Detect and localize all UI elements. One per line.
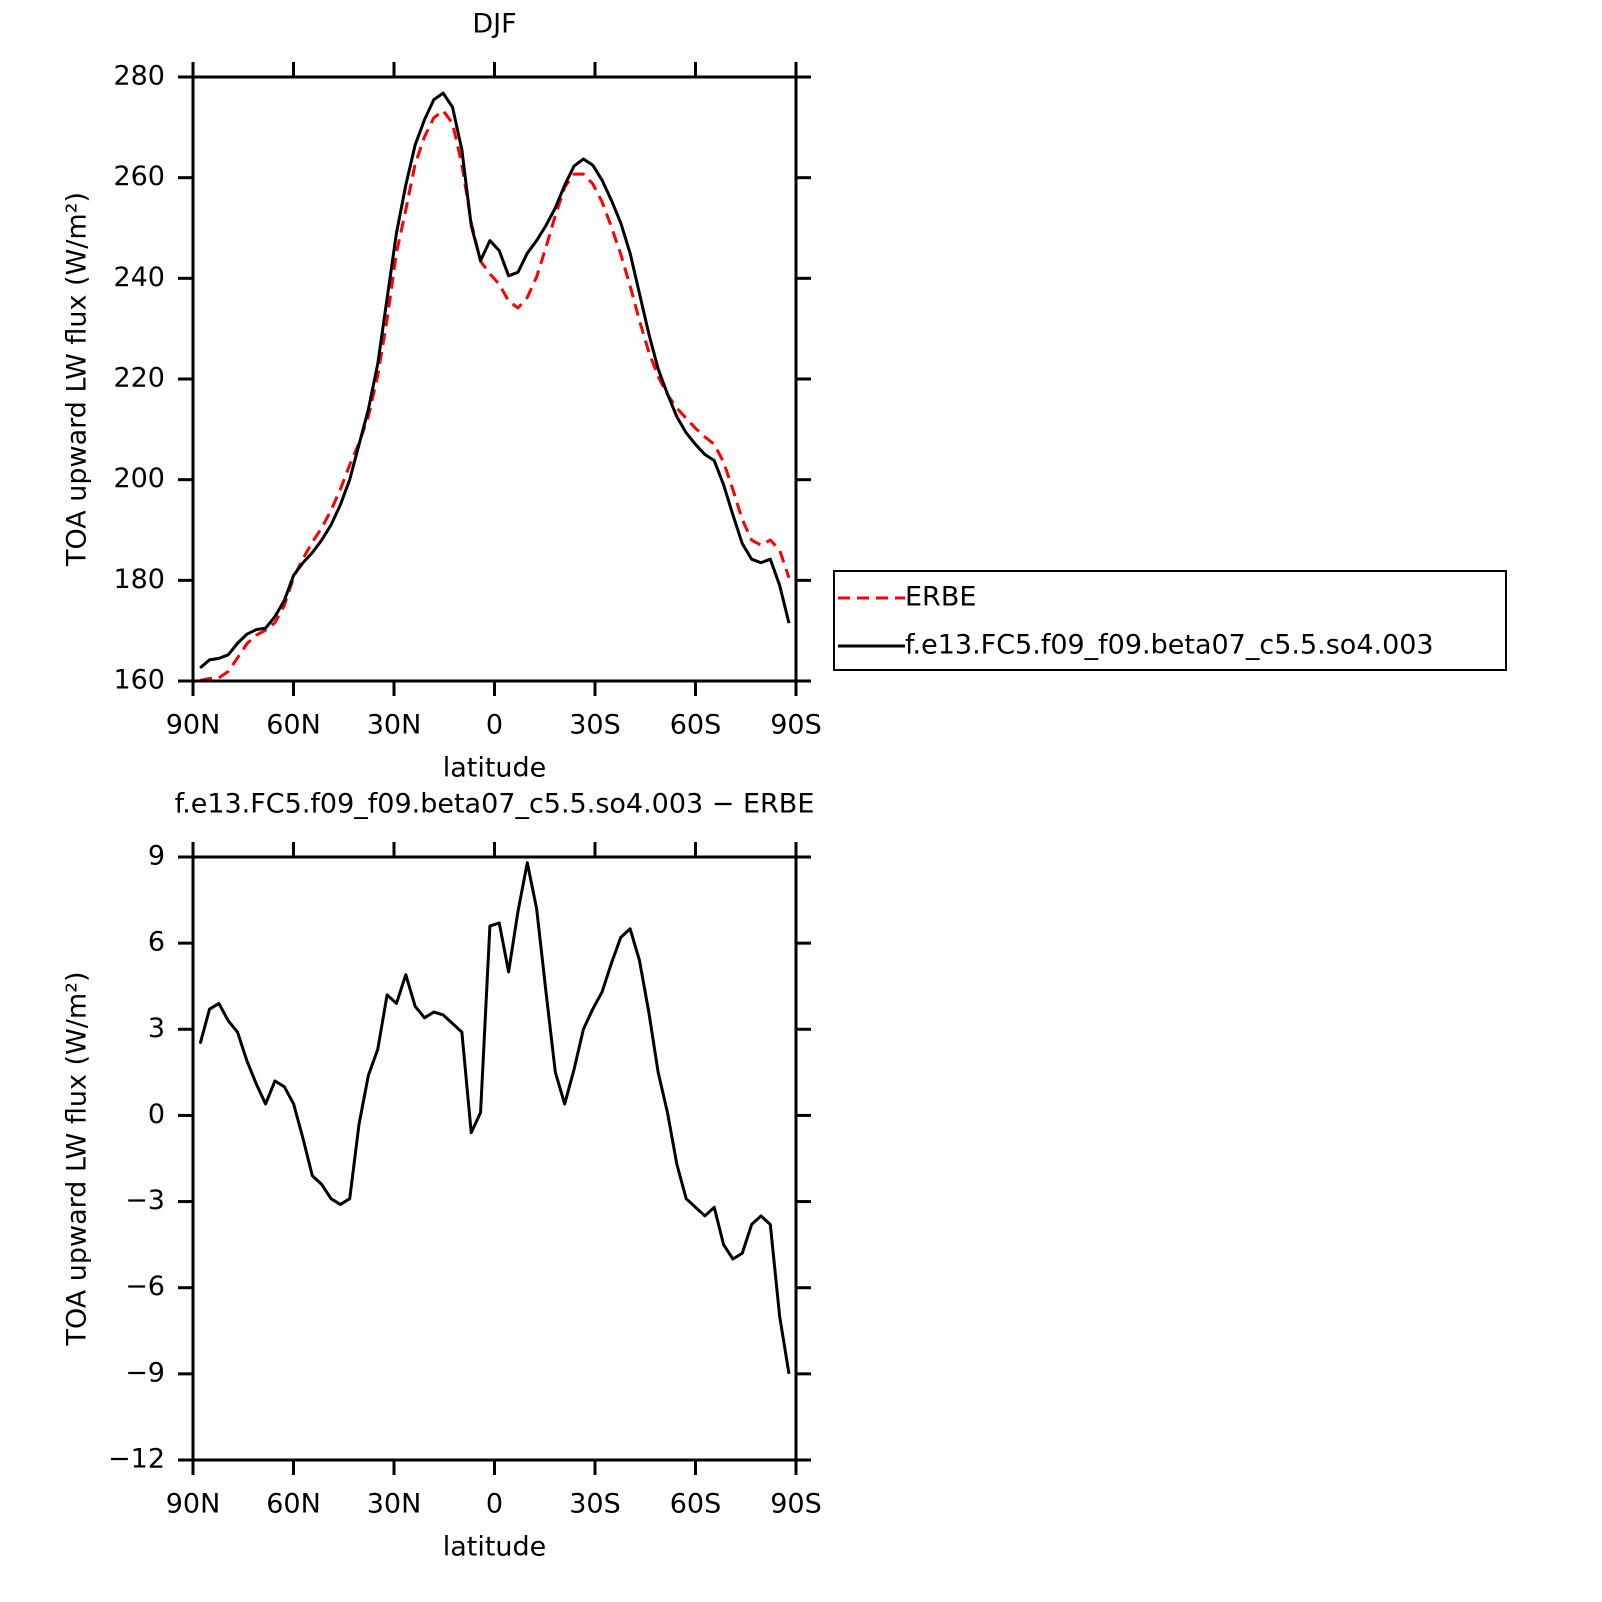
- y-tick-label: 200: [113, 463, 165, 494]
- y-tick-label: 0: [148, 1099, 165, 1130]
- x-tick-label: 0: [486, 1489, 503, 1520]
- x-tick-label: 90S: [770, 710, 822, 741]
- data-line: [198, 861, 791, 1375]
- y-tick-label: 9: [148, 841, 165, 872]
- x-tick-label: 60S: [670, 1489, 722, 1520]
- x-tick-label: 60S: [670, 710, 722, 741]
- y-tick-label: 280: [113, 61, 165, 92]
- y-tick-label: −3: [125, 1185, 165, 1216]
- x-axis-label: latitude: [443, 1532, 547, 1563]
- x-tick-label: 90S: [770, 1489, 822, 1520]
- x-tick-label: 30S: [569, 710, 621, 741]
- legend-label: f.e13.FC5.f09_f09.beta07_c5.5.so4.003: [905, 630, 1434, 661]
- chart-title: DJF: [472, 9, 516, 40]
- x-tick-label: 30N: [367, 710, 422, 741]
- y-tick-label: −9: [125, 1357, 165, 1388]
- chart-title: f.e13.FC5.f09_f09.beta07_c5.5.so4.003 − …: [175, 789, 815, 820]
- x-tick-label: 30N: [367, 1489, 422, 1520]
- y-tick-label: 260: [113, 161, 165, 192]
- y-tick-label: 180: [113, 564, 165, 595]
- y-tick-label: −12: [108, 1444, 165, 1475]
- y-tick-label: 220: [113, 363, 165, 394]
- y-tick-label: 240: [113, 262, 165, 293]
- y-tick-label: 160: [113, 665, 165, 696]
- y-axis-label: TOA upward LW flux (W/m²): [62, 192, 93, 567]
- x-tick-label: 90N: [166, 710, 221, 741]
- y-tick-label: −6: [125, 1271, 165, 1302]
- y-tick-label: 6: [148, 927, 165, 958]
- x-tick-label: 0: [486, 710, 503, 741]
- legend-box: [833, 570, 1507, 671]
- x-axis-label: latitude: [443, 753, 547, 784]
- legend-label: ERBE: [905, 582, 976, 613]
- y-tick-label: 3: [148, 1013, 165, 1044]
- y-axis-label: TOA upward LW flux (W/m²): [62, 971, 93, 1346]
- x-tick-label: 60N: [266, 1489, 321, 1520]
- data-line: [199, 109, 791, 682]
- x-tick-label: 90N: [166, 1489, 221, 1520]
- x-tick-label: 30S: [569, 1489, 621, 1520]
- data-line: [199, 91, 791, 670]
- plot-frame: [191, 855, 798, 1462]
- x-tick-label: 60N: [266, 710, 321, 741]
- plot-frame: [191, 75, 798, 683]
